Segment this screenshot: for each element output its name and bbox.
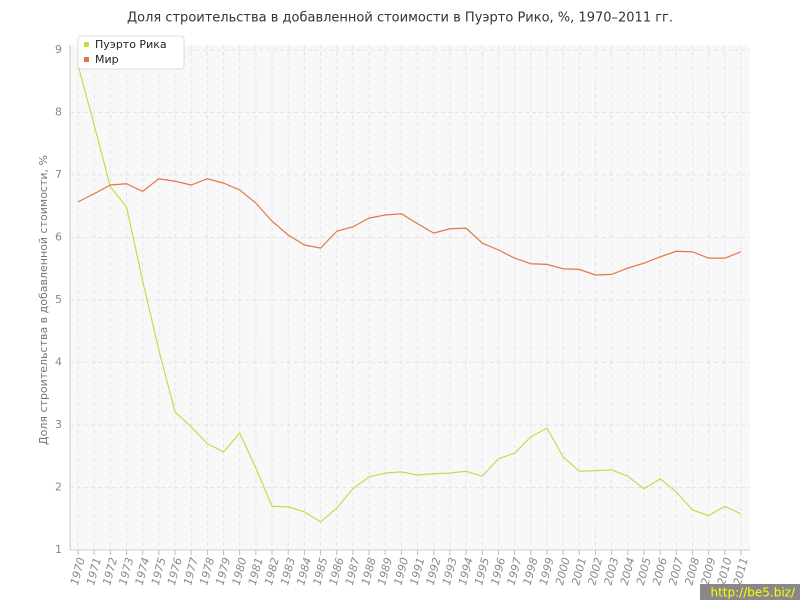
y-tick-label: 4	[55, 356, 62, 369]
legend-swatch	[84, 57, 89, 62]
watermark: http://be5.biz/	[710, 586, 795, 600]
watermark-bg	[700, 584, 800, 600]
y-tick-label: 6	[55, 231, 62, 244]
legend-swatch	[84, 42, 89, 47]
series-line	[77, 64, 742, 523]
series-line	[77, 178, 742, 276]
y-tick-label: 3	[55, 418, 62, 431]
legend-label: Пуэрто Рика	[95, 38, 167, 51]
y-tick-label: 5	[55, 293, 62, 306]
chart-title: Доля строительства в добавленной стоимос…	[127, 11, 673, 26]
legend-box	[77, 35, 185, 70]
legend-label: Мир	[95, 53, 119, 66]
y-tick-label: 2	[55, 481, 62, 494]
y-tick-label: 9	[55, 43, 62, 56]
plot-area	[70, 45, 750, 550]
y-axis-label: Доля строительства в добавленной стоимос…	[37, 155, 50, 445]
y-tick-label: 8	[55, 106, 62, 119]
y-tick-label: 7	[55, 168, 62, 181]
y-tick-label: 1	[55, 543, 62, 556]
